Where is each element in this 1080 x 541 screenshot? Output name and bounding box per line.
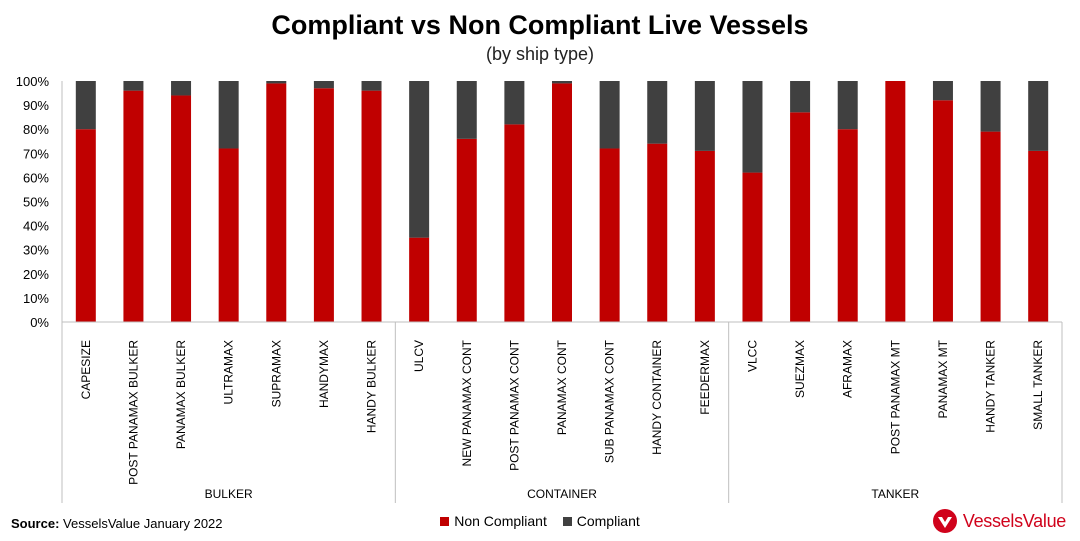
- group-label: CONTAINER: [527, 487, 597, 501]
- bar-non-compliant: [75, 129, 96, 322]
- x-tick-label: POST PANAMAX MT: [888, 339, 902, 454]
- source-text: VesselsValue January 2022: [63, 516, 223, 531]
- bar-compliant: [266, 81, 287, 84]
- bar-non-compliant: [313, 88, 334, 322]
- vesselsvalue-logo: VesselsValue: [932, 508, 1066, 534]
- legend-item-non-compliant: Non Compliant: [440, 513, 547, 529]
- legend-item-compliant: Compliant: [562, 513, 640, 529]
- y-tick-label: 100%: [16, 74, 50, 89]
- bar-compliant: [456, 81, 477, 139]
- y-tick-label: 60%: [23, 170, 49, 185]
- bar-compliant: [504, 81, 525, 125]
- bar-compliant: [694, 81, 715, 151]
- x-tick-label: VLCC: [745, 340, 759, 372]
- x-tick-label: AFRAMAX: [841, 340, 855, 398]
- bar-compliant: [361, 81, 382, 91]
- x-tick-label: FEEDERMAX: [698, 340, 712, 415]
- bar-compliant: [932, 81, 953, 101]
- x-tick-label: POST PANAMAX BULKER: [126, 340, 140, 485]
- bar-non-compliant: [742, 172, 763, 322]
- y-tick-label: 0%: [30, 315, 49, 330]
- y-tick-label: 40%: [23, 219, 49, 234]
- bar-non-compliant: [694, 150, 715, 322]
- bar-non-compliant: [647, 143, 668, 322]
- bar-non-compliant: [361, 90, 382, 322]
- bar-compliant: [647, 81, 668, 144]
- bar-compliant: [1028, 81, 1049, 151]
- bar-compliant: [599, 81, 620, 149]
- bar-compliant: [837, 81, 858, 130]
- x-tick-label: SMALL TANKER: [1031, 340, 1045, 430]
- bar-non-compliant: [599, 148, 620, 322]
- y-tick-label: 20%: [23, 267, 49, 282]
- logo-text: VesselsValue: [962, 510, 1066, 531]
- y-tick-label: 10%: [23, 291, 49, 306]
- bar-non-compliant: [504, 124, 525, 322]
- y-tick-label: 90%: [23, 98, 49, 113]
- legend-label-non-compliant: Non Compliant: [454, 513, 547, 529]
- bar-compliant: [171, 81, 192, 96]
- legend-swatch-compliant: [562, 516, 572, 526]
- source-note: Source: VesselsValue January 2022: [11, 516, 223, 531]
- group-label: TANKER: [871, 487, 919, 501]
- chart-title: Compliant vs Non Compliant Live Vessels: [271, 10, 809, 40]
- x-tick-label: SUB PANAMAX CONT: [603, 339, 617, 463]
- bar-compliant: [552, 81, 572, 84]
- y-tick-label: 30%: [23, 243, 49, 258]
- group-label: BULKER: [205, 487, 253, 501]
- x-tick-label: HANDYMAX: [317, 340, 331, 408]
- source-label: Source:: [11, 516, 60, 531]
- bar-compliant: [313, 81, 334, 89]
- bar-non-compliant: [123, 90, 144, 322]
- bar-non-compliant: [171, 95, 192, 323]
- x-tick-label: PANAMAX BULKER: [174, 340, 188, 449]
- x-tick-label: POST PANAMAX CONT: [507, 339, 521, 471]
- x-tick-label: ULTRAMAX: [222, 340, 236, 404]
- y-tick-label: 70%: [23, 146, 49, 161]
- x-tick-label: ULCV: [412, 340, 426, 372]
- y-tick-label: 80%: [23, 122, 49, 137]
- bar-compliant: [75, 81, 96, 130]
- x-tick-label: HANDY BULKER: [365, 340, 379, 433]
- bar-non-compliant: [790, 112, 811, 322]
- legend-label-compliant: Compliant: [576, 513, 640, 529]
- bar-compliant: [409, 81, 430, 238]
- bar-non-compliant: [456, 138, 477, 322]
- bar-compliant: [123, 81, 144, 91]
- x-tick-label: HANDY TANKER: [984, 340, 998, 433]
- x-tick-label: NEW PANAMAX CONT: [460, 339, 474, 466]
- x-tick-label: PANAMAX CONT: [555, 339, 569, 435]
- bar-compliant: [218, 81, 239, 149]
- x-tick-label: CAPESIZE: [79, 340, 93, 399]
- chart-subtitle: (by ship type): [485, 44, 595, 64]
- bar-non-compliant: [218, 148, 239, 322]
- bar-compliant: [790, 81, 811, 113]
- bar-non-compliant: [1028, 150, 1049, 322]
- bar-non-compliant: [885, 81, 906, 322]
- y-tick-label: 50%: [23, 195, 49, 210]
- bar-non-compliant: [837, 129, 858, 322]
- x-tick-label: SUEZMAX: [793, 340, 807, 398]
- bar-non-compliant: [980, 131, 1001, 322]
- bar-non-compliant: [409, 237, 430, 322]
- bar-compliant: [742, 81, 763, 173]
- legend-swatch-non-compliant: [440, 516, 450, 526]
- bar-compliant: [980, 81, 1001, 132]
- legend: Non Compliant Compliant: [0, 513, 1080, 529]
- bar-non-compliant: [266, 83, 287, 322]
- bar-non-compliant: [552, 83, 572, 322]
- bar-non-compliant: [932, 100, 953, 322]
- x-tick-label: SUPRAMAX: [269, 340, 283, 407]
- x-tick-label: PANAMAX MT: [936, 339, 950, 418]
- vesselsvalue-logo-icon: [932, 509, 957, 533]
- x-tick-label: HANDY CONTAINER: [650, 340, 664, 455]
